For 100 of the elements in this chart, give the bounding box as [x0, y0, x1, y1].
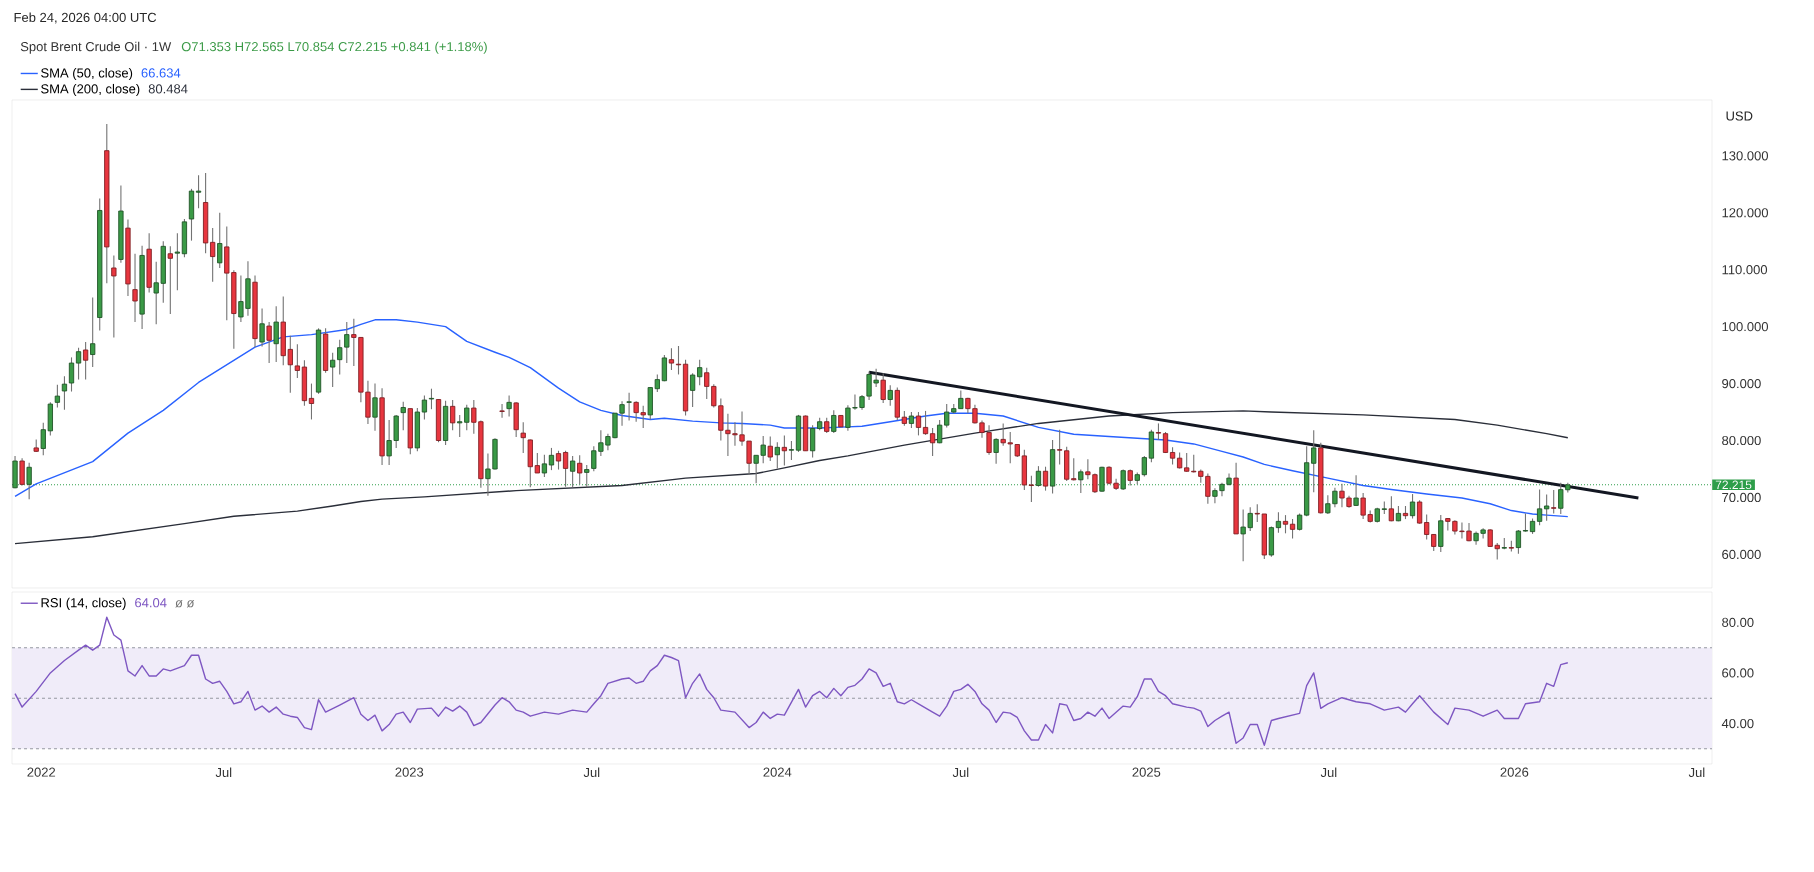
y-tick-label: 130.000: [1722, 151, 1769, 161]
annotation: ø ø: [175, 600, 195, 608]
candlestick: [68, 356, 75, 393]
candlestick: [831, 409, 837, 434]
candlestick: [1388, 495, 1395, 522]
candlestick: [499, 403, 505, 419]
x-tick-label: 2023: [395, 767, 424, 777]
candlestick: [195, 174, 202, 209]
line-series: [14, 410, 1569, 545]
candlestick: [668, 347, 675, 371]
candlestick: [506, 394, 512, 418]
text: USD: [1726, 111, 1753, 121]
candlestick: [75, 347, 82, 381]
candlestick: [54, 384, 61, 409]
text: 80.484: [148, 84, 188, 94]
candlestick: [1416, 499, 1423, 525]
candlestick: [90, 297, 96, 368]
candlestick: [781, 434, 788, 467]
candlestick: [774, 441, 780, 469]
candlestick: [273, 305, 279, 363]
candlestick: [788, 440, 795, 461]
candlestick: [19, 457, 25, 487]
x-tick-label: 2024: [763, 767, 792, 777]
candlestick: [450, 399, 456, 431]
x-tick-label: Jul: [1320, 767, 1337, 778]
candlestick: [562, 450, 569, 488]
candlestick: [266, 321, 272, 364]
legend-label: RSI (14, close): [41, 597, 126, 610]
y-tick-label: 110.000: [1722, 265, 1768, 275]
candlestick: [1275, 511, 1282, 534]
y-tick-label: 120.000: [1722, 208, 1769, 218]
annotation: 64.04: [135, 598, 167, 608]
y-tick-label: 60.00: [1722, 668, 1754, 678]
candlestick: [421, 394, 428, 420]
y-tick-label: 90.000: [1722, 378, 1761, 389]
x-tick-label: 2025: [1132, 767, 1161, 777]
candlestick: [167, 245, 173, 315]
y-tick-label: 80.00: [1722, 617, 1754, 627]
candlestick: [400, 401, 406, 431]
candlestick: [174, 232, 181, 291]
ref-line-label: 72.215: [1715, 480, 1752, 490]
candlestick: [1522, 512, 1529, 533]
candlestick: [584, 464, 590, 488]
candlestick: [1289, 518, 1296, 540]
candlestick: [294, 343, 300, 379]
candlestick: [82, 341, 89, 381]
candlestick: [1282, 514, 1289, 534]
y-tick-label: 40.00: [1721, 718, 1754, 729]
candlestick: [1536, 488, 1543, 526]
candlestick: [1544, 494, 1550, 522]
candlestick: [111, 254, 117, 338]
text: Feb 24, 2026 04:00 UTC: [14, 12, 157, 24]
line-series: [14, 616, 1569, 746]
text: O71.353 H72.565 L70.854 C72.215 +0.841 (+1.18%): [181, 41, 487, 54]
candlestick: [1424, 513, 1430, 541]
candlestick: [697, 359, 703, 386]
x-tick-label: Jul: [1688, 767, 1705, 778]
candlestick: [993, 437, 999, 465]
candlestick: [548, 447, 555, 471]
y-tick-label: 80.000: [1722, 435, 1761, 446]
candlestick: [1028, 475, 1035, 503]
y-tick-label: 60.000: [1722, 549, 1761, 559]
x-tick-label: 2026: [1500, 767, 1529, 777]
legend-label: SMA (200, close): [41, 83, 140, 97]
x-tick-label: 2022: [27, 767, 56, 777]
text: 66.634: [141, 68, 181, 78]
chart-title: Spot Brent Crude Oil · 1W: [20, 41, 172, 54]
candlestick: [809, 424, 816, 459]
y-tick-label: 70.000: [1722, 492, 1761, 503]
y-tick-label: 100.000: [1722, 322, 1769, 332]
candlestick: [929, 427, 936, 457]
legend-label: SMA (50, close): [41, 68, 133, 81]
x-tick-label: Jul: [215, 767, 232, 778]
candlestick: [132, 253, 138, 323]
candlestick: [1409, 493, 1416, 520]
x-tick-label: Jul: [583, 767, 600, 778]
candlestick: [577, 454, 583, 485]
candlestick: [922, 410, 929, 436]
candlestick: [308, 383, 315, 420]
candlestick: [534, 452, 540, 474]
candlestick: [887, 384, 893, 407]
candlestick: [767, 435, 773, 462]
candlestick: [541, 454, 548, 478]
candlestick: [330, 352, 336, 388]
candlestick: [555, 450, 562, 471]
candlestick: [661, 354, 668, 382]
candlestick: [210, 227, 216, 283]
candlestick: [217, 212, 223, 269]
candlestick: [520, 421, 526, 454]
candlestick: [61, 375, 68, 411]
candlestick: [428, 388, 435, 410]
candlestick: [689, 372, 696, 408]
candlestick: [626, 392, 632, 422]
candlestick: [1057, 429, 1063, 465]
candlestick: [259, 307, 265, 348]
candlestick: [1042, 466, 1049, 492]
x-tick-label: Jul: [952, 767, 969, 778]
candlestick: [915, 411, 922, 436]
candlestick: [880, 372, 886, 404]
candlestick: [372, 383, 378, 432]
